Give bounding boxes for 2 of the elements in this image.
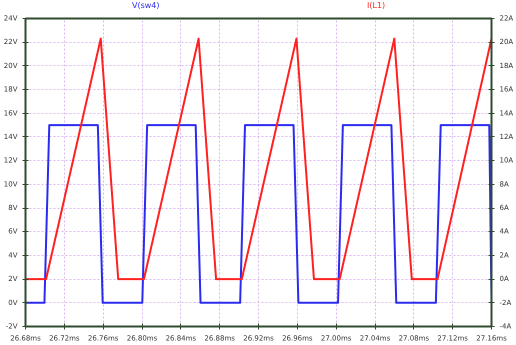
text: V(sw4)	[132, 0, 160, 12]
text: I(L1)	[367, 0, 386, 12]
